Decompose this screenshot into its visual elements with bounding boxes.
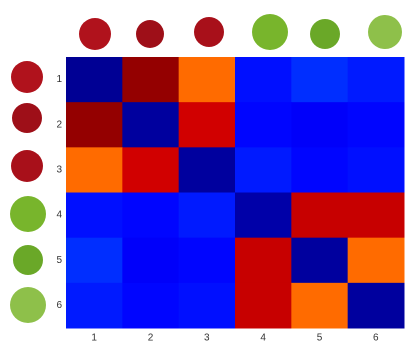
apple-red (11, 150, 43, 182)
heatmap-cell (291, 57, 349, 103)
heatmap-cell (347, 282, 405, 329)
x-tick-label: 5 (317, 333, 323, 342)
heatmap-cell (235, 192, 292, 239)
heatmap-cell (235, 102, 292, 148)
heatmap-cell (178, 192, 236, 239)
heatmap-cell (122, 147, 180, 193)
y-tick-label: 4 (56, 210, 62, 221)
y-tick-label: 3 (56, 165, 62, 176)
apple-green (10, 196, 46, 232)
heatmap-cell (347, 147, 405, 193)
heatmap-cell (291, 102, 349, 148)
heatmap-cell (178, 102, 236, 148)
heatmap-cell (235, 237, 292, 284)
apple-green (252, 14, 288, 50)
heatmap-cell (66, 192, 123, 239)
apple-red (194, 17, 224, 47)
x-tick-label: 2 (148, 333, 154, 342)
heatmap-cell (178, 57, 236, 103)
heatmap-cell (122, 237, 180, 284)
x-tick-label: 4 (260, 333, 266, 342)
heatmap-cell (66, 147, 123, 193)
apple-green (368, 15, 402, 49)
heatmap-cell (66, 237, 123, 284)
apple-green (10, 287, 46, 323)
apple-green (13, 245, 43, 275)
heatmap-cell (291, 192, 349, 239)
y-tick-label: 1 (56, 74, 62, 85)
heatmap-cell (347, 57, 405, 103)
heatmap-cell (347, 237, 405, 284)
apple-icons (10, 14, 402, 323)
heatmap-cell (66, 57, 123, 103)
heatmap-cell (235, 57, 292, 103)
heatmap-cell (122, 282, 180, 329)
apple-red (136, 20, 164, 48)
apple-red (79, 18, 111, 50)
y-tick-label: 2 (56, 119, 62, 130)
x-tick-label: 1 (91, 333, 97, 342)
x-tick-label: 6 (373, 333, 379, 342)
apple-red (12, 103, 42, 133)
heatmap-cell (347, 192, 405, 239)
heatmap-cell (66, 102, 123, 148)
heatmap-cell (235, 282, 292, 329)
y-tick-label: 6 (56, 300, 62, 311)
apple-red (11, 61, 43, 93)
heatmap-cell (347, 102, 405, 148)
heatmap-cell (178, 282, 236, 329)
apple-green (310, 19, 340, 49)
heatmap-cell (291, 282, 349, 329)
heatmap-cell (178, 147, 236, 193)
x-tick-label: 3 (204, 333, 210, 342)
heatmap-cell (291, 237, 349, 284)
heatmap-cell (122, 102, 180, 148)
heatmap-cell (122, 192, 180, 239)
y-tick-label: 5 (56, 255, 62, 266)
heatmap-cell (66, 282, 123, 329)
heatmap-cell (291, 147, 349, 193)
heatmap-cell (235, 147, 292, 193)
heatmap-cell (122, 57, 180, 103)
heatmap-cell (178, 237, 236, 284)
